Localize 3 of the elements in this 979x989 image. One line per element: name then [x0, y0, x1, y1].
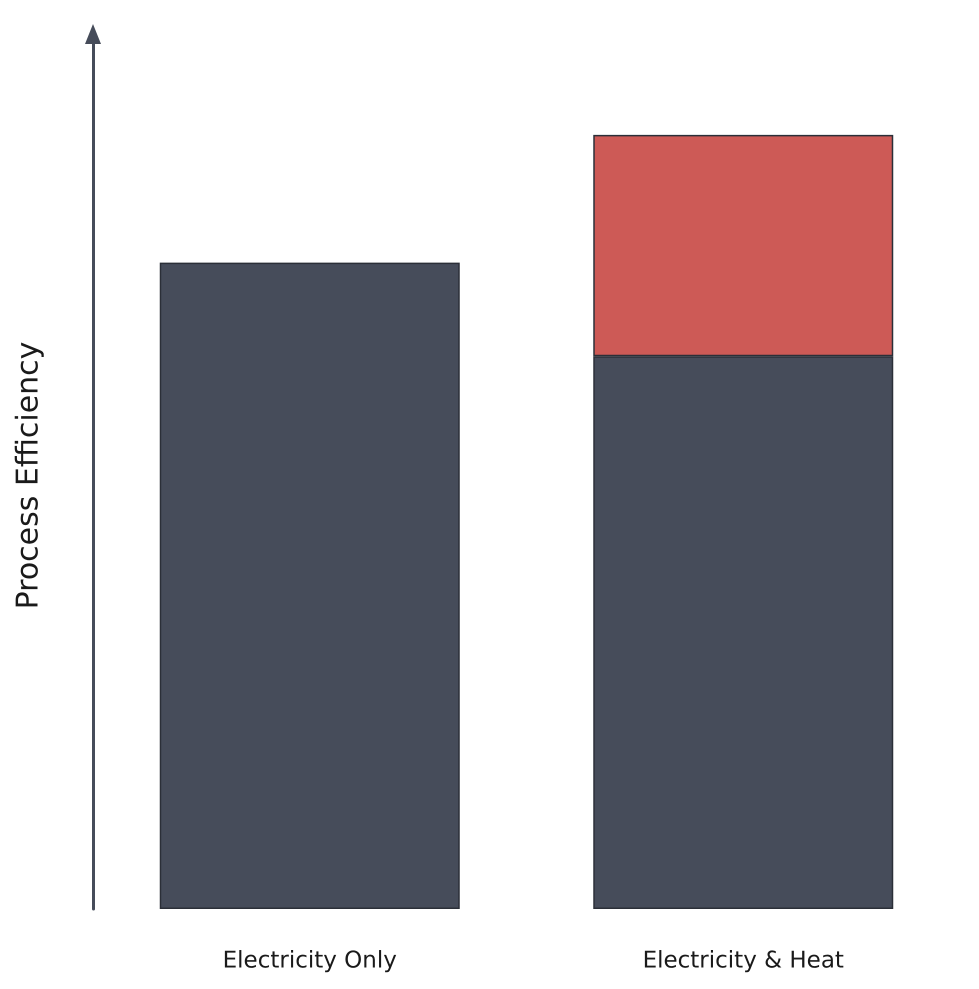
x-tick-label: Electricity Only [222, 948, 397, 974]
x-tick-label: Electricity & Heat [642, 948, 844, 974]
y-axis-title: Process Efficiency [10, 342, 46, 610]
